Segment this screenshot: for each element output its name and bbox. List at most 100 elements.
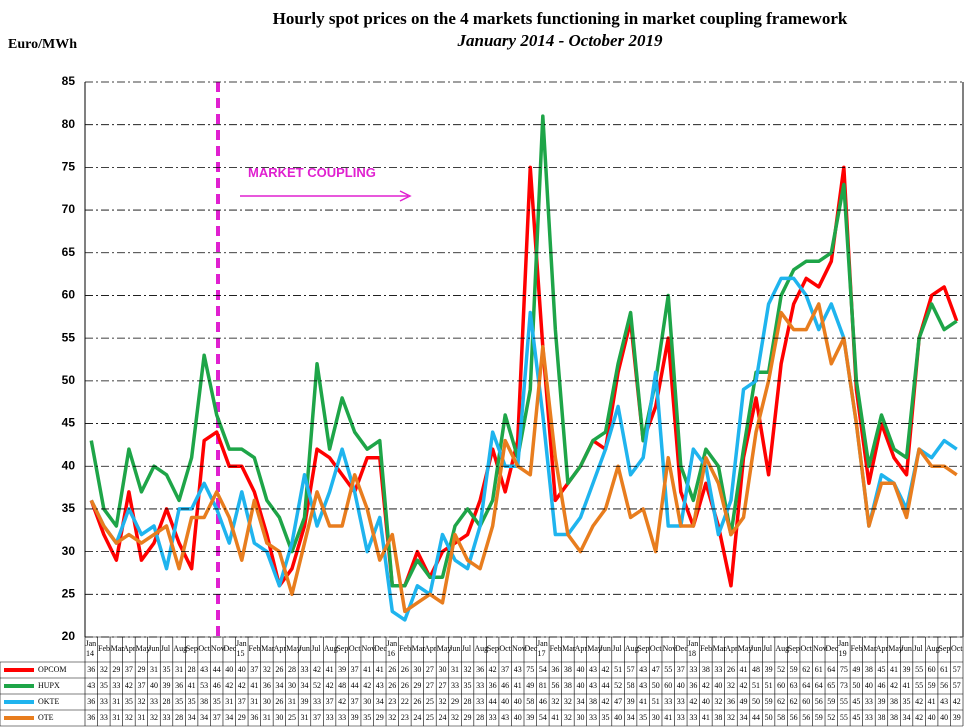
y-tick-label: 45 [62, 416, 76, 430]
table-value: 39 [627, 697, 635, 706]
table-value: 33 [163, 713, 171, 722]
table-value: 59 [765, 697, 773, 706]
y-tick-label: 30 [62, 544, 76, 558]
table-value: 44 [351, 681, 359, 690]
table-value: 31 [175, 665, 183, 674]
table-value: 41 [514, 681, 522, 690]
x-tick-label: Mar [562, 644, 576, 653]
x-tick-label: Jul [311, 644, 321, 653]
x-tick-label: Mar [863, 644, 877, 653]
table-value: 60 [664, 681, 672, 690]
table-value: 49 [526, 681, 534, 690]
table-value: 23 [401, 713, 409, 722]
table-value: 42 [363, 681, 371, 690]
table-value: 31 [112, 713, 120, 722]
table-value: 59 [815, 713, 823, 722]
table-value: 42 [890, 681, 898, 690]
y-tick-label: 35 [62, 501, 76, 515]
table-value: 42 [915, 713, 923, 722]
table-value: 58 [526, 697, 534, 706]
x-tick-label: Mar [412, 644, 426, 653]
table-value: 43 [376, 681, 384, 690]
table-value: 39 [338, 665, 346, 674]
table-value: 46 [539, 697, 547, 706]
table-value: 36 [87, 713, 95, 722]
x-tick-label: Oct [198, 644, 210, 653]
table-value: 42 [602, 697, 610, 706]
table-value: 33 [476, 697, 484, 706]
table-value: 47 [614, 697, 622, 706]
x-tick-label: Feb [851, 644, 863, 653]
table-value: 28 [163, 697, 171, 706]
x-tick-label: Feb [700, 644, 712, 653]
table-value: 41 [639, 697, 647, 706]
table-value: 43 [639, 681, 647, 690]
y-tick-label: 85 [62, 74, 76, 88]
legend-label: OTE [38, 713, 54, 722]
x-tick-label: Nov [211, 644, 225, 653]
table-value: 51 [752, 681, 760, 690]
table-value: 75 [526, 665, 534, 674]
x-tick-label: Mar [713, 644, 727, 653]
table-value: 35 [903, 697, 911, 706]
table-value: 30 [438, 665, 446, 674]
table-value: 37 [677, 665, 685, 674]
x-tick-label: Aug [926, 644, 940, 653]
table-value: 34 [225, 713, 233, 722]
legend-label: OPCOM [38, 665, 66, 674]
x-tick-label: Jun [449, 644, 460, 653]
y-tick-label: 70 [62, 202, 76, 216]
table-value: 41 [903, 681, 911, 690]
table-value: 37 [326, 697, 334, 706]
table-value: 42 [313, 665, 321, 674]
table-value: 38 [877, 713, 885, 722]
table-value: 59 [827, 697, 835, 706]
table-value: 50 [765, 713, 773, 722]
table-value: 31 [451, 665, 459, 674]
table-value: 51 [652, 697, 660, 706]
table-value: 62 [802, 665, 810, 674]
x-tick-label: Nov [813, 644, 827, 653]
x-tick-label: Oct [650, 644, 662, 653]
table-value: 31 [112, 697, 120, 706]
table-value: 31 [301, 713, 309, 722]
table-value: 24 [438, 713, 446, 722]
x-tick-label: Jul [913, 644, 923, 653]
table-value: 32 [564, 713, 572, 722]
table-value: 30 [275, 713, 283, 722]
table-value: 38 [200, 697, 208, 706]
table-value: 38 [564, 665, 572, 674]
table-value: 35 [213, 697, 221, 706]
chart-title: Hourly spot prices on the 4 markets func… [273, 9, 848, 28]
x-tick-label: Jul [161, 644, 171, 653]
table-value: 35 [100, 681, 108, 690]
x-tick-label: Jan 15 [235, 639, 247, 658]
table-value: 26 [727, 665, 735, 674]
table-value: 34 [200, 713, 208, 722]
table-value: 52 [777, 665, 785, 674]
table-value: 75 [840, 665, 848, 674]
table-value: 62 [777, 697, 785, 706]
table-value: 55 [664, 665, 672, 674]
x-tick-label: Dec [374, 644, 387, 653]
table-value: 55 [915, 681, 923, 690]
table-value: 39 [953, 713, 961, 722]
table-value: 26 [275, 697, 283, 706]
table-value: 40 [501, 697, 509, 706]
table-value: 32 [727, 713, 735, 722]
table-value: 26 [401, 681, 409, 690]
series-line [89, 302, 958, 614]
x-tick-label: Jun [600, 644, 611, 653]
table-value: 32 [727, 681, 735, 690]
x-tick-label: Jun [299, 644, 310, 653]
table-value: 73 [840, 681, 848, 690]
table-value: 26 [401, 665, 409, 674]
table-value: 36 [727, 697, 735, 706]
table-value: 37 [125, 665, 133, 674]
table-value: 60 [928, 665, 936, 674]
table-value: 32 [137, 697, 145, 706]
table-value: 63 [790, 681, 798, 690]
table-value: 41 [890, 665, 898, 674]
